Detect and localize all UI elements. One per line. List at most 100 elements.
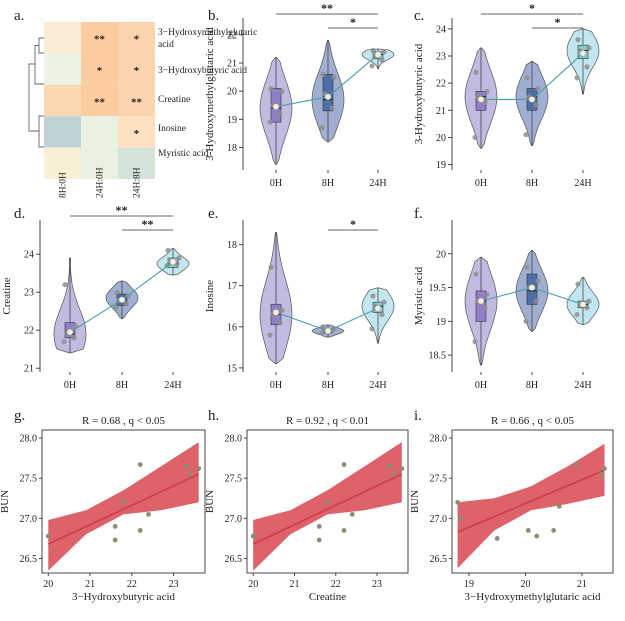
significance-label: * — [555, 15, 561, 29]
data-point — [586, 45, 592, 51]
data-point — [277, 320, 283, 326]
x-tick-label: 0H — [270, 178, 282, 189]
heatmap-row-label: 3−Hydroxymethylglutaric acid — [158, 28, 257, 50]
scatter-panel-i: R = 0.66 , q < 0.05 19 20 21 26.5 27.0 27.5 28.… — [409, 415, 614, 603]
y-axis-label: 3-Hydroxybutyric acid — [413, 43, 425, 144]
data-point — [381, 49, 387, 55]
y-tick-label: 26.5 — [430, 554, 448, 565]
mean-dot — [66, 328, 74, 336]
data-point — [484, 88, 490, 94]
x-axis-label: 3−Hydroxybutyric acid — [72, 591, 176, 603]
heatmap-cell — [44, 116, 81, 148]
y-tick-label: 28.0 — [225, 434, 243, 445]
x-tick-label: 19 — [464, 579, 474, 590]
scatter-point — [146, 511, 151, 517]
heatmap-cell — [81, 53, 118, 85]
heatmap-cell — [118, 22, 155, 54]
data-point — [584, 305, 590, 311]
scatter-panel-h: R = 0.92 , q < 0.01 20 21 22 23 26.5 27.0 27.5 2… — [204, 415, 409, 603]
data-point — [369, 63, 375, 69]
mean-dot — [579, 50, 587, 57]
data-point — [114, 289, 120, 295]
violin-panel-c: 19 20 21 22 23 24 3-Hydroxybutyric acid 0H 8H 24H… — [413, 1, 600, 189]
significance-label: * — [350, 15, 356, 29]
y-axis-label: Myristic acid — [413, 266, 425, 325]
data-point — [279, 88, 285, 94]
y-axis-label: BUN — [0, 490, 11, 513]
y-axis-label: 3-Hydroxymethylglutaric acid — [204, 27, 216, 161]
x-tick-label: 20 — [248, 579, 258, 590]
violin-panel-d: 21 22 23 24 Creatine 0H 8H 24H ** ** — [1, 203, 190, 391]
mean-dot — [374, 305, 382, 312]
scatter-point — [573, 462, 579, 467]
scatter-point — [112, 537, 118, 543]
scatter-point — [534, 533, 540, 539]
y-tick-label: 19 — [227, 115, 237, 126]
y-tick-label: 23 — [436, 52, 446, 63]
y-tick-label: 27.0 — [20, 514, 38, 525]
confidence-band — [457, 443, 605, 569]
data-point — [320, 71, 326, 77]
y-tick-label: 27.5 — [20, 474, 38, 485]
y-tick-label: 22 — [24, 326, 34, 337]
scatter-point — [556, 503, 562, 509]
scatter-point — [399, 466, 405, 471]
data-point — [331, 74, 337, 80]
heatmap-cell — [44, 147, 81, 179]
heatmap-star: ** — [131, 97, 143, 109]
y-tick-label: 19.5 — [429, 283, 447, 294]
x-tick-label: 0H — [475, 380, 487, 391]
heatmap-cell — [81, 147, 118, 179]
violin-panel-b: 18 19 20 21 22 3-Hydroxymethylglutaric acid 0H… — [204, 1, 395, 189]
scatter-point — [316, 537, 322, 543]
data-point — [123, 301, 129, 307]
panel-label-h: h. — [208, 408, 219, 424]
violin-panel-f: 18.5 19 19.5 20 Myristic acid 0H 8H 24H — [413, 220, 600, 391]
data-point — [165, 247, 171, 253]
data-point — [71, 335, 77, 341]
heatmap-star: * — [134, 65, 140, 77]
heatmap-cell — [118, 84, 155, 117]
significance-label: ** — [142, 217, 154, 231]
scatter-panel-g: R = 0.68 , q < 0.05 20 21 22 23 26.5 27.0 27.5 2… — [0, 415, 206, 603]
y-tick-label: 28.0 — [20, 434, 38, 445]
heatmap-cell — [44, 53, 81, 85]
data-point — [329, 105, 335, 111]
heatmap-star: ** — [94, 34, 106, 46]
x-tick-label: 0H — [270, 380, 282, 391]
mean-dot — [477, 96, 485, 103]
x-axis-label: 3−Hydroxymethylglutaric acid — [464, 591, 601, 603]
x-tick-label: 21 — [289, 579, 299, 590]
x-tick-label: 23 — [372, 579, 382, 590]
data-point — [524, 264, 530, 270]
y-tick-label: 27.5 — [225, 474, 243, 485]
y-tick-label: 20 — [436, 249, 446, 260]
row-label-line: Myristic acid — [158, 149, 209, 159]
heatmap-cell — [118, 53, 155, 85]
x-tick-label: 21 — [85, 579, 95, 590]
data-point — [575, 37, 581, 43]
y-tick-label: 21 — [24, 364, 34, 375]
scatter-point — [602, 466, 607, 471]
x-tick-label: 24H — [164, 380, 181, 391]
x-axis-label: Creatine — [309, 591, 346, 603]
data-point — [61, 339, 67, 345]
confidence-band — [48, 442, 199, 571]
x-tick-label: 8H — [322, 380, 334, 391]
scatter-point — [525, 528, 531, 533]
plot-title: R = 0.92 , q < 0.01 — [286, 415, 369, 427]
heatmap-col-label: 24H:8H — [133, 167, 143, 198]
plot-frame — [451, 429, 614, 574]
dendrogram-branch — [38, 115, 44, 148]
data-point — [381, 299, 387, 305]
y-tick-label: 27.5 — [430, 474, 448, 485]
y-tick-label: 19 — [436, 160, 446, 171]
row-label-line: acid — [158, 40, 174, 50]
plot-frame — [246, 429, 409, 574]
heatmap-col-label: 8H:0H — [59, 172, 69, 198]
mean-dot — [477, 297, 485, 305]
x-tick-label: 21 — [577, 579, 587, 590]
scatter-point — [325, 499, 330, 505]
y-axis-label: Inosine — [204, 280, 216, 313]
heatmap-star: * — [97, 65, 103, 77]
